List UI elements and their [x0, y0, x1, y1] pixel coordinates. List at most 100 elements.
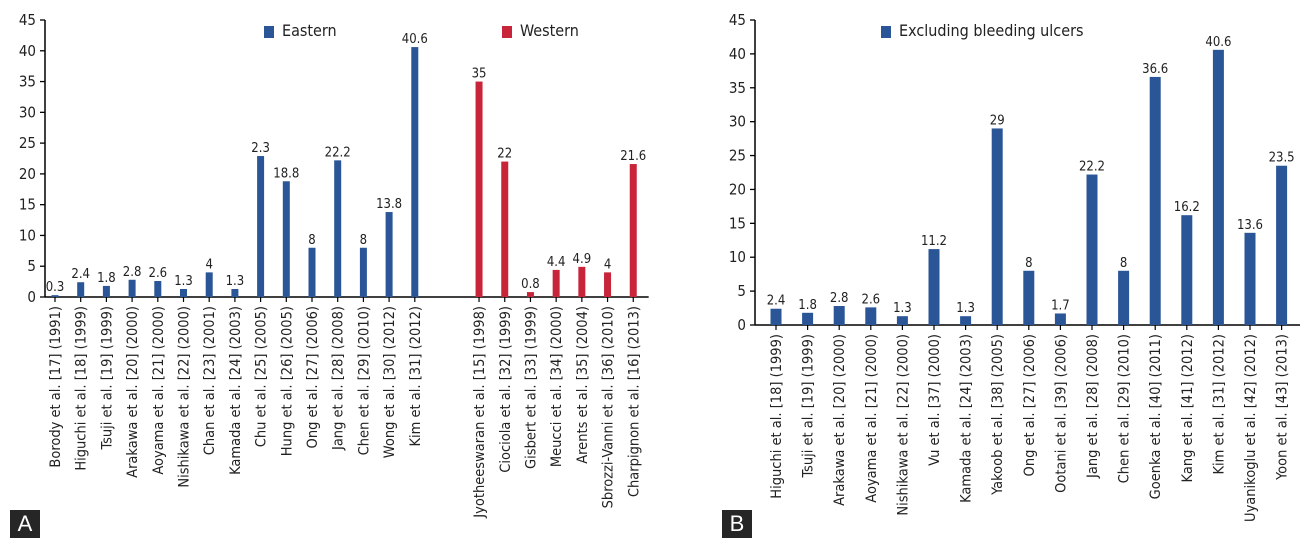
bar [102, 285, 110, 297]
bar [1244, 232, 1256, 325]
data-label: 2.3 [251, 141, 270, 156]
data-label: 0.8 [521, 277, 540, 292]
legend-label: Excluding bleeding ulcers [899, 21, 1084, 40]
data-label: 18.8 [273, 166, 299, 181]
data-label: 1.3 [174, 274, 193, 289]
category-label: Chu et al. [25] (2005) [254, 306, 270, 447]
category-label: Aoyama et al. [21] (2000) [151, 306, 167, 475]
category-label: Higuchi et al. [18] (1999) [74, 306, 90, 471]
data-label: 4 [205, 257, 212, 272]
category-label: Higuchi et al. [18] (1999) [769, 334, 785, 499]
bar [526, 292, 534, 297]
data-label: 13.8 [376, 197, 402, 212]
y-tick-label: 0 [27, 288, 36, 306]
category-label: Sbrozzi-Vanni et al. [36] (2010) [601, 306, 617, 508]
legend-label: Eastern [282, 21, 337, 40]
bar [205, 272, 213, 297]
y-tick-label: 5 [737, 282, 746, 300]
data-label: 22.2 [325, 145, 351, 160]
category-label: Vu et al. [37] (2000) [927, 334, 943, 466]
category-label: Aoyama et al. [21] (2000) [864, 334, 880, 503]
category-label: Chan et al. [23] (2001) [202, 306, 218, 455]
category-label: Wong et al. [30] (2012) [382, 306, 398, 458]
y-tick-label: 25 [19, 134, 36, 152]
data-label: 1.7 [1051, 298, 1070, 313]
bar [282, 181, 290, 297]
data-label: 4 [604, 257, 611, 272]
y-tick-label: 35 [729, 79, 746, 97]
category-label: Jang et al. [28] (2008) [1085, 334, 1101, 479]
y-tick-label: 30 [19, 103, 36, 121]
y-tick-label: 5 [27, 257, 36, 275]
data-label: 2.6 [149, 266, 168, 281]
data-label: 11.2 [921, 234, 947, 249]
category-label: Meucci et al. [34] (2000) [549, 306, 565, 467]
category-label: Kamada et al. [24] (2003) [959, 334, 975, 503]
category-label: Tsuji et al. [19] (1999) [99, 306, 115, 451]
y-tick-label: 45 [19, 11, 36, 29]
data-label: 1.8 [97, 271, 116, 286]
bar [1054, 313, 1066, 325]
data-label: 2.4 [767, 294, 786, 309]
category-label: Jang et al. [28] (2008) [331, 306, 347, 451]
data-label: 2.6 [862, 292, 881, 307]
category-label: Nishikawa et al. [22] (2000) [177, 306, 193, 488]
bar [1276, 165, 1288, 325]
category-label: Ootani et al. [39] (2006) [1053, 334, 1069, 493]
y-tick-label: 35 [19, 73, 36, 91]
bar [1118, 270, 1130, 325]
bar [865, 307, 877, 325]
y-tick-label: 40 [19, 42, 36, 60]
bar [1212, 49, 1224, 325]
category-label: Arakawa et al. [20] (2000) [832, 334, 848, 506]
category-label: Kang et al. [41] (2012) [1180, 334, 1196, 482]
y-tick-label: 20 [729, 180, 746, 198]
bar [77, 282, 85, 297]
y-tick-label: 40 [729, 45, 746, 63]
data-label: 4.4 [547, 255, 566, 270]
data-label: 8 [360, 233, 367, 248]
category-label: Ciociola et al. [32] (1999) [498, 306, 514, 473]
legend-swatch [264, 26, 274, 38]
category-label: Gisbert et al. [33] (1999) [523, 306, 539, 469]
bar [1181, 215, 1193, 325]
bar [51, 295, 59, 297]
y-tick-label: 15 [729, 214, 746, 232]
bar [411, 47, 419, 298]
panel-label-a: A [10, 510, 40, 538]
data-label: 40.6 [1205, 35, 1231, 50]
category-label: Kim et al. [31] (2012) [1211, 334, 1227, 475]
category-label: Kim et al. [31] (2012) [408, 306, 424, 447]
bar [1023, 270, 1035, 325]
bar [501, 161, 509, 297]
data-label: 4.9 [573, 252, 592, 267]
data-label: 0.3 [46, 280, 65, 295]
category-label: Uyanikoglu et al. [42] (2012) [1243, 334, 1259, 522]
bar [578, 266, 586, 297]
chart-b: 0 5 10 15 20 25 30 35 40 45 2.4 Higuchi et al. [18]… [729, 11, 1300, 522]
category-label: Arents et al. [35] (2004) [575, 306, 591, 464]
bar [552, 269, 560, 297]
bar [928, 249, 940, 325]
bar [770, 308, 782, 325]
legend-label: Western [520, 21, 579, 40]
category-label: Yakoob et al. [38] (2005) [990, 334, 1006, 496]
data-label: 2.4 [71, 267, 90, 282]
y-tick-label: 0 [737, 316, 746, 334]
bar [802, 312, 814, 325]
y-tick-label: 20 [19, 165, 36, 183]
category-label: Kamada et al. [24] (2003) [228, 306, 244, 475]
bar [359, 247, 367, 297]
bar [1149, 76, 1161, 325]
y-tick-label: 15 [19, 196, 36, 214]
y-tick-label: 10 [19, 226, 36, 244]
category-label: Borody et al. [17] (1991) [48, 306, 64, 468]
data-label: 40.6 [402, 32, 428, 47]
data-label: 22.2 [1079, 160, 1105, 175]
category-label: Yoon et al. [43] (2013) [1275, 334, 1291, 481]
data-label: 22 [497, 147, 512, 162]
bar [128, 279, 136, 297]
category-label: Ong et al. [27] (2006) [305, 306, 321, 448]
bar [154, 280, 162, 297]
